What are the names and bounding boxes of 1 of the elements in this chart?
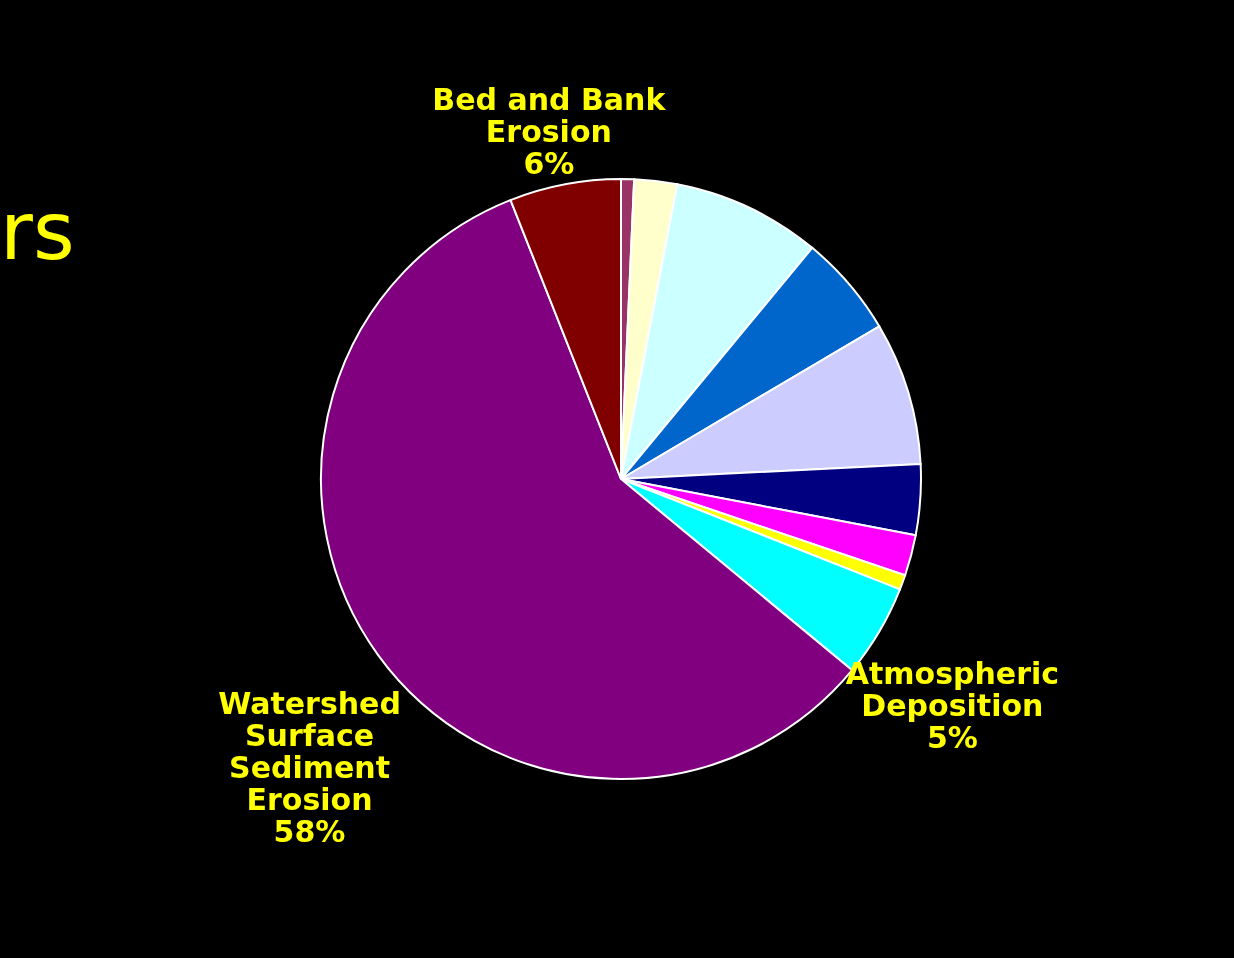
text: rs xyxy=(0,185,75,278)
